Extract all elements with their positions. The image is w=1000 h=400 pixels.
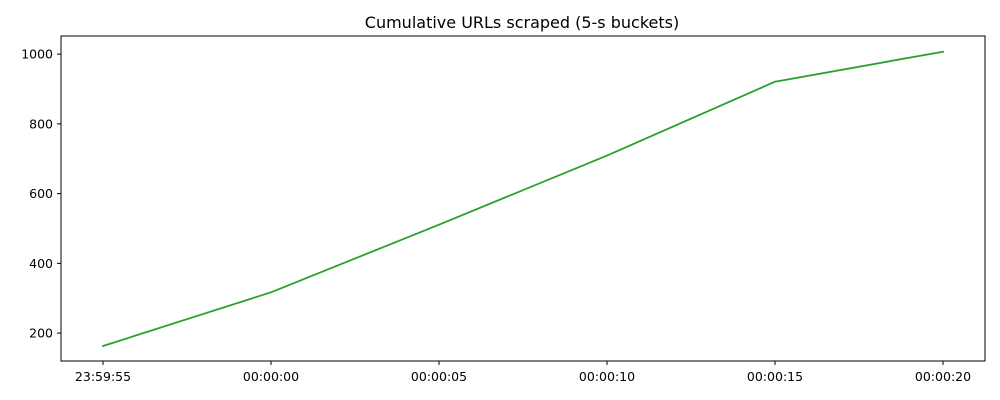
data-point	[270, 291, 272, 294]
x-tick-label: 23:59:55	[75, 369, 131, 384]
series-layer	[102, 50, 944, 347]
x-tick-label: 00:00:00	[243, 369, 299, 384]
y-tick-label: 200	[29, 326, 53, 341]
data-point	[942, 50, 944, 53]
x-axis: 23:59:55 00:00:00 00:00:05 00:00:10 00:00:15…	[75, 361, 971, 384]
data-point	[438, 223, 440, 226]
y-tick-label: 800	[29, 116, 53, 131]
series-line	[102, 50, 944, 347]
y-tick-label: 600	[29, 186, 53, 201]
data-point	[606, 154, 608, 157]
x-tick-label: 00:00:20	[915, 369, 971, 384]
y-axis: 200 400 600 800 1000	[21, 47, 61, 341]
y-tick-label: 1000	[21, 47, 53, 62]
x-tick-label: 00:00:05	[411, 369, 467, 384]
data-point	[774, 80, 776, 83]
x-tick-label: 00:00:15	[747, 369, 803, 384]
x-tick-label: 00:00:10	[579, 369, 635, 384]
plot-area	[60, 35, 986, 362]
data-point	[102, 345, 104, 347]
chart-title: Cumulative URLs scraped (5-s buckets)	[365, 13, 679, 32]
y-tick-label: 400	[29, 256, 53, 271]
